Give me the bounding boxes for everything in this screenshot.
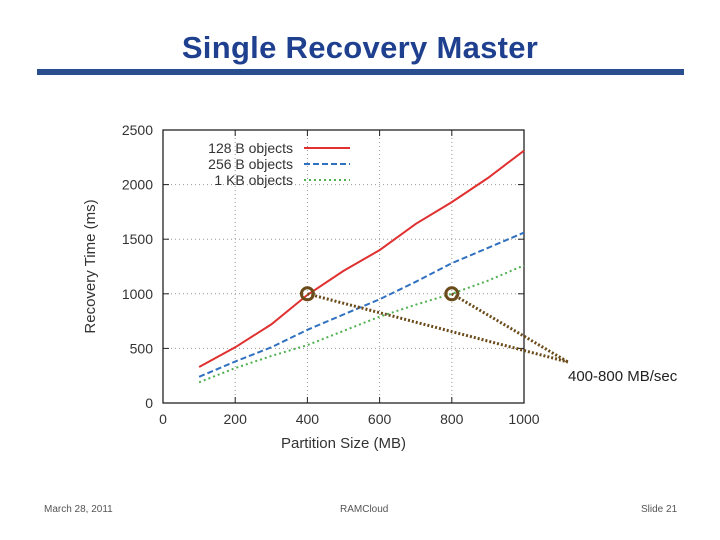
x-tick-label: 400: [296, 411, 320, 427]
plot-frame: [162, 129, 525, 404]
x-tick-label: 600: [368, 411, 392, 427]
slide-title: Single Recovery Master: [181, 30, 539, 65]
y-tick-label: 2500: [122, 122, 153, 138]
annotation-marker: [444, 286, 460, 302]
annotation-leader: [451, 292, 569, 364]
x-tick-label: 0: [159, 411, 167, 427]
annotation-marker: [299, 286, 315, 302]
footer-date: March 28, 2011: [44, 504, 113, 515]
y-tick-label: 1000: [122, 286, 153, 302]
series-line: [198, 264, 525, 384]
legend-label: 256 B objects: [208, 156, 293, 172]
footer-center: RAMCloud: [340, 504, 389, 515]
y-tick-label: 1500: [122, 231, 153, 247]
y-tick-label: 0: [145, 395, 153, 411]
series-line: [198, 231, 525, 378]
series-line: [198, 149, 525, 368]
x-tick-label: 800: [440, 411, 464, 427]
y-tick-label: 500: [130, 340, 154, 356]
footer-slide-number: Slide 21: [641, 504, 678, 515]
legend-label: 1 KB objects: [214, 172, 293, 188]
y-axis-label: Recovery Time (ms): [82, 199, 99, 333]
x-tick-label: 1000: [508, 411, 539, 427]
throughput-annotation: 400-800 MB/sec: [568, 368, 678, 385]
x-tick-label: 200: [224, 411, 248, 427]
title-divider: [37, 69, 684, 75]
y-tick-label: 2000: [122, 177, 153, 193]
legend-label: 128 B objects: [208, 140, 293, 156]
annotation-leader: [307, 292, 569, 364]
x-axis-label: Partition Size (MB): [281, 435, 406, 452]
